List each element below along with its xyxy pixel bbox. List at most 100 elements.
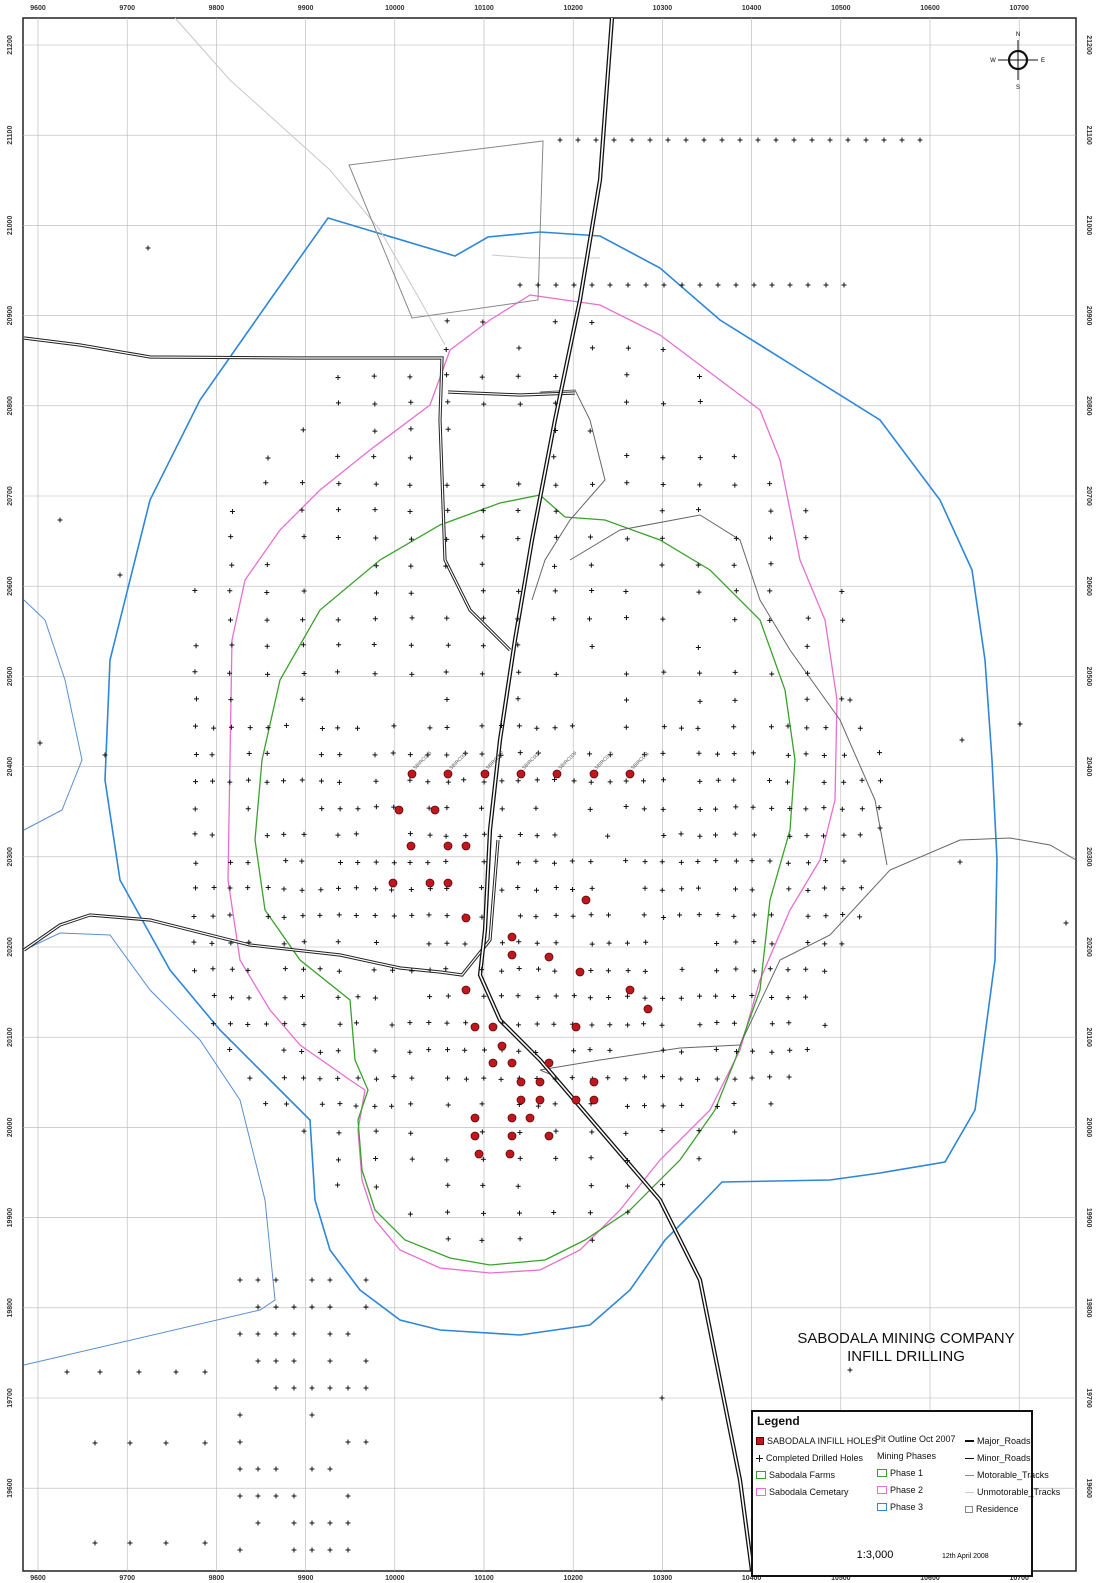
drill-hole-marker (227, 670, 233, 676)
drill-hole-marker (337, 859, 343, 865)
drill-hole-marker (335, 374, 341, 380)
drill-hole-marker (462, 1047, 468, 1053)
drill-hole-marker (535, 282, 541, 288)
drill-hole-marker (202, 1540, 208, 1546)
drill-hole-marker (624, 480, 630, 486)
drill-hole-marker (497, 833, 503, 839)
drill-hole-marker (629, 137, 635, 143)
drill-hole-marker (533, 887, 539, 893)
map-date: 12th April 2008 (942, 1553, 989, 1560)
drill-hole-marker (407, 455, 413, 461)
drill-hole-marker (202, 1369, 208, 1375)
infill-hole-marker (394, 805, 404, 815)
drill-hole-marker (281, 1047, 287, 1053)
legend-infill-holes: SABODALA INFILL HOLES (756, 1436, 877, 1446)
drill-hole-marker (319, 725, 325, 731)
drill-hole-marker (553, 508, 559, 514)
drill-hole-marker (534, 833, 540, 839)
cemetary-symbol-icon (756, 1488, 766, 1496)
drill-hole-marker (372, 1103, 378, 1109)
infill-hole-marker (461, 985, 471, 995)
infill-hole-marker (407, 769, 417, 779)
legend-label: Sabodala Cemetary (769, 1487, 849, 1497)
infill-hole-marker (507, 932, 517, 942)
drill-hole-marker (373, 778, 379, 784)
drill-hole-marker (515, 1183, 521, 1189)
drill-hole-marker (407, 508, 413, 514)
drill-hole-marker (336, 779, 342, 785)
drill-hole-marker (588, 859, 594, 865)
map-title: SABODALA MINING COMPANY INFILL DRILLING (770, 1330, 1042, 1366)
drill-hole-marker (228, 724, 234, 730)
drill-hole-marker (589, 643, 595, 649)
legend-phase-1: Phase 1 (877, 1468, 923, 1478)
drill-hole-marker (480, 1182, 486, 1188)
drill-hole-marker (345, 1520, 351, 1526)
drill-hole-marker (373, 535, 379, 541)
drill-hole-marker (551, 616, 557, 622)
drill-hole-marker (804, 725, 810, 731)
drill-hole-marker (445, 1182, 451, 1188)
drill-hole-marker (805, 860, 811, 866)
drill-hole-marker (463, 1076, 469, 1082)
drill-hole-marker (335, 669, 341, 675)
y-tick-label: 20800 (1085, 396, 1092, 416)
drill-hole-marker (327, 1331, 333, 1337)
infill-hole-marker (461, 913, 471, 923)
drill-hole-marker (299, 887, 305, 893)
infill-hole-marker (525, 1113, 535, 1123)
drill-hole-marker (273, 1493, 279, 1499)
drill-hole-marker (355, 859, 361, 865)
drill-hole-marker (625, 1022, 631, 1028)
legend-phase-2: Phase 2 (877, 1485, 923, 1495)
drill-hole-marker (317, 912, 323, 918)
drill-hole-marker (301, 534, 307, 540)
y-tick-label: 19600 (7, 1478, 14, 1498)
drill-hole-marker (499, 1020, 505, 1026)
drill-hole-marker (479, 914, 485, 920)
drill-hole-marker (499, 968, 505, 974)
drill-hole-marker (264, 562, 270, 568)
drill-hole-marker (731, 751, 737, 757)
x-tick-label: 10300 (653, 5, 673, 12)
drill-hole-marker (444, 372, 450, 378)
drill-hole-marker (713, 832, 719, 838)
drill-hole-marker (588, 562, 594, 568)
drill-hole-marker (643, 282, 649, 288)
drill-hole-marker (210, 966, 216, 972)
drill-hole-marker (553, 912, 559, 918)
drill-hole-marker (391, 723, 397, 729)
x-tick-label: 10600 (920, 1575, 940, 1582)
drill-hole-marker (660, 1182, 666, 1188)
drill-hole-marker (641, 912, 647, 918)
drill-hole-marker (809, 137, 815, 143)
drill-hole-marker (291, 1304, 297, 1310)
phase-2-outline (227, 294, 838, 1274)
drill-hole-marker (553, 885, 559, 891)
drill-hole-marker (839, 696, 845, 702)
drill-hole-marker (336, 481, 342, 487)
drill-hole-marker (535, 966, 541, 972)
drill-hole-marker (695, 507, 701, 513)
drill-hole-marker (390, 750, 396, 756)
drill-hole-marker (499, 887, 505, 893)
drill-hole-marker (642, 995, 648, 1001)
drill-hole-marker (607, 779, 613, 785)
drill-hole-marker (847, 697, 853, 703)
drill-hole-marker (372, 507, 378, 513)
drill-hole-marker (733, 535, 739, 541)
drill-hole-marker (481, 1210, 487, 1216)
drill-hole-marker (443, 347, 449, 353)
drill-hole-marker (552, 832, 558, 838)
x-tick-label: 10400 (742, 1575, 762, 1582)
drill-hole-marker (371, 967, 377, 973)
drill-hole-marker (695, 644, 701, 650)
drill-hole-marker (283, 1101, 289, 1107)
drill-hole-marker (731, 454, 737, 460)
drill-hole-marker (237, 1439, 243, 1445)
drill-hole-marker (768, 912, 774, 918)
compass-n: N (1016, 32, 1020, 38)
drill-hole-marker (246, 939, 252, 945)
drill-hole-marker (750, 750, 756, 756)
